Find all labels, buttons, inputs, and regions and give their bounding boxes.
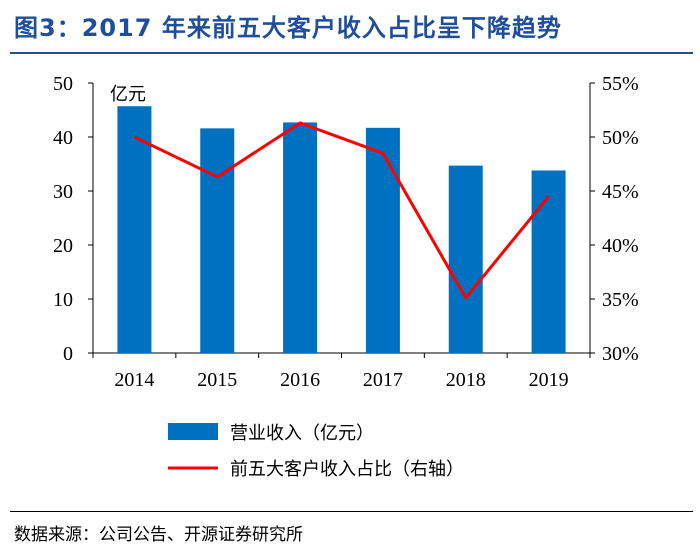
title-divider: [10, 52, 693, 54]
legend-label-share: 前五大客户收入占比（右轴）: [230, 459, 464, 480]
left-tick-label: 50: [53, 73, 73, 95]
revenue-bar: [448, 165, 483, 353]
legend-swatch-revenue: [168, 423, 218, 440]
x-tick-label: 2014: [114, 369, 154, 391]
x-tick-label: 2018: [446, 369, 486, 391]
left-axis-unit: 亿元: [110, 84, 146, 105]
customer-share-line: [133, 121, 550, 300]
left-tick-label: 20: [53, 235, 73, 257]
revenue-bar: [531, 170, 566, 353]
source-note: 数据来源：公司公告、开源证券研究所: [14, 525, 303, 545]
x-tick-label: 2016: [280, 369, 320, 391]
x-tick-label: 2019: [529, 369, 569, 391]
right-tick-label: 30%: [602, 343, 639, 365]
right-tick-label: 50%: [602, 127, 639, 149]
x-tick-label: 2015: [197, 369, 237, 391]
revenue-bar: [365, 127, 400, 353]
chart-title: 图3：2017 年来前五大客户收入占比呈下降趋势: [14, 14, 562, 42]
x-tick-label: 2017: [363, 369, 403, 391]
left-tick-label: 40: [53, 127, 73, 149]
right-tick-label: 40%: [602, 235, 639, 257]
revenue-bar: [200, 128, 235, 353]
right-tick-label: 35%: [602, 289, 639, 311]
source-divider: [10, 511, 693, 512]
left-tick-label: 0: [63, 343, 73, 365]
revenue-bar: [283, 122, 318, 353]
right-tick-label: 55%: [602, 73, 639, 95]
legend-label-revenue: 营业收入（亿元）: [230, 423, 374, 444]
revenue-bar: [117, 106, 152, 353]
left-tick-label: 10: [53, 289, 73, 311]
right-tick-label: 45%: [602, 181, 639, 203]
left-tick-label: 30: [53, 181, 73, 203]
